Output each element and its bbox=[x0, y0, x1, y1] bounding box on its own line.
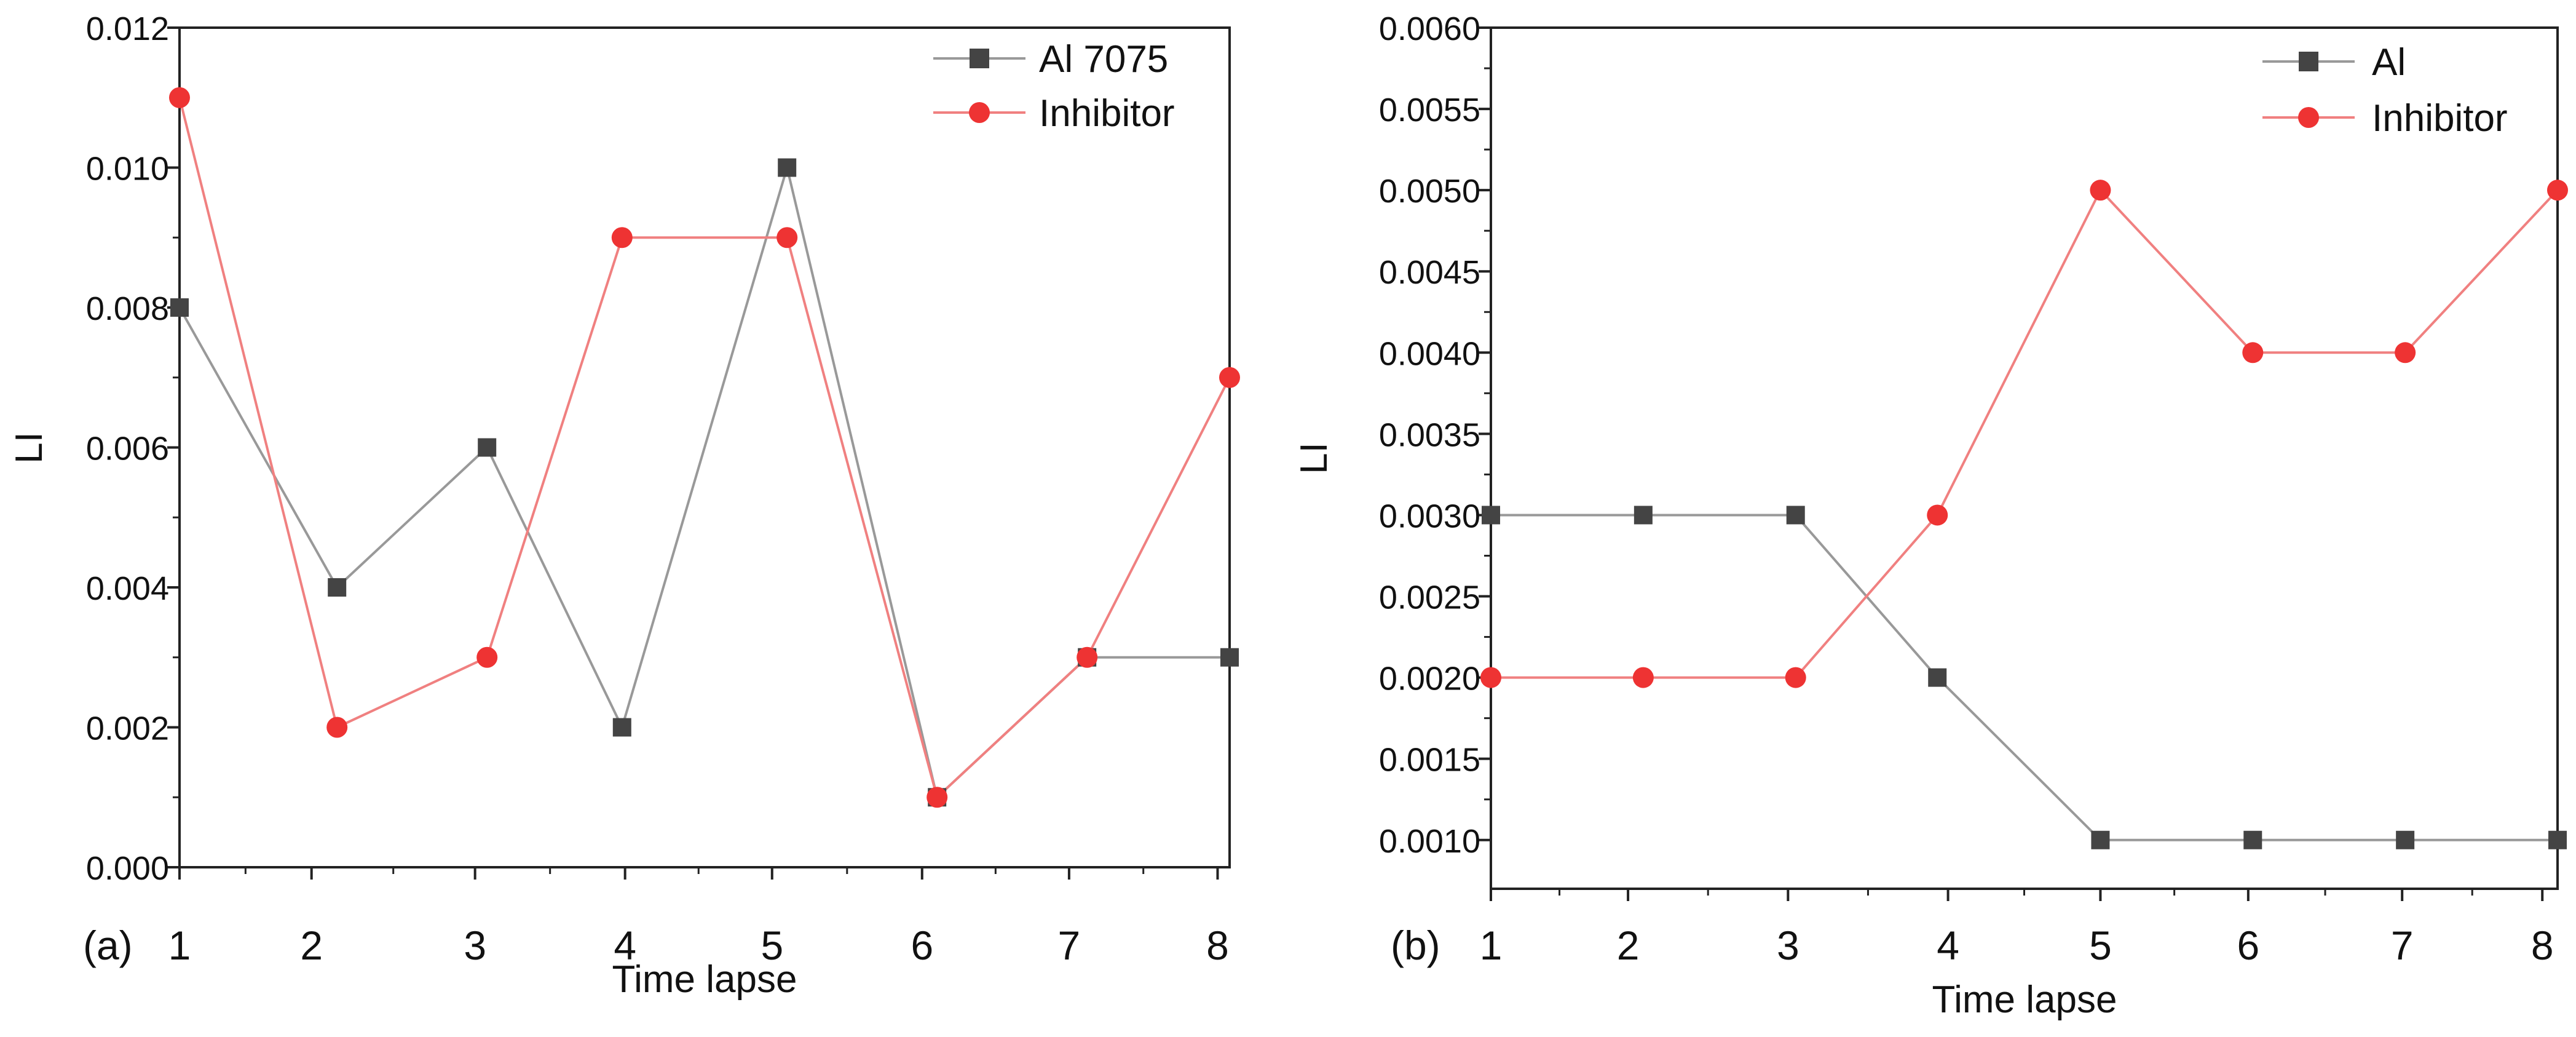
panel-a: 0.000 0.002 0.004 0.006 0.008 0.010 0.012 1 2 3 4 5… bbox=[8, 10, 1240, 1001]
data-point-al bbox=[1634, 506, 1653, 525]
y-tick-label: 0.006 bbox=[86, 431, 169, 467]
y-tick-label: 0.0040 bbox=[1379, 335, 1480, 372]
x-tick-label: 1 bbox=[1480, 923, 1503, 968]
data-point-al bbox=[2243, 830, 2262, 849]
y-tick-label: 0.0020 bbox=[1379, 661, 1480, 697]
data-point-inhibitor bbox=[1927, 504, 1948, 526]
plot-frame bbox=[1490, 26, 2559, 890]
data-point-inhibitor bbox=[476, 646, 498, 668]
y-tick-label: 0.0035 bbox=[1379, 416, 1480, 453]
y-tick-label: 0.0010 bbox=[1379, 823, 1480, 860]
y-tick-label: 0.012 bbox=[86, 10, 169, 47]
y-axis-label: LI bbox=[1293, 442, 1335, 474]
panel-label: (a) bbox=[83, 923, 133, 968]
x-tick-label: 4 bbox=[614, 923, 636, 968]
series-line-inhibitor bbox=[178, 97, 1231, 800]
series-line-al-7075 bbox=[178, 162, 1230, 800]
y-tick-label: 0.0060 bbox=[1379, 10, 1480, 47]
x-tick-label: 8 bbox=[2531, 923, 2554, 968]
data-point-al-7075 bbox=[478, 438, 497, 457]
x-tick-label: 7 bbox=[2391, 923, 2414, 968]
x-tick-label: 5 bbox=[761, 923, 783, 968]
x-tick-label: 1 bbox=[168, 923, 191, 968]
data-point-inhibitor bbox=[1632, 667, 1654, 688]
y-tick-label: 0.0055 bbox=[1379, 92, 1480, 129]
legend-label-al: Al bbox=[2372, 41, 2406, 84]
x-tick-label: 4 bbox=[1937, 923, 1959, 968]
legend-marker-al7075 bbox=[970, 49, 989, 68]
data-point-inhibitor bbox=[611, 227, 633, 248]
panel-b: 0.0010 0.0015 0.0020 0.0025 0.0030 0.0035 0.00… bbox=[1293, 10, 2568, 1021]
data-point-inhibitor bbox=[926, 787, 948, 808]
series-markers bbox=[1480, 180, 2568, 849]
data-point-al bbox=[2548, 830, 2567, 849]
x-tick-label: 8 bbox=[1206, 923, 1229, 968]
data-point-al bbox=[1928, 668, 1947, 687]
data-point-inhibitor bbox=[776, 227, 798, 248]
x-tick-label: 7 bbox=[1058, 923, 1081, 968]
legend-marker-inhibitor bbox=[969, 102, 990, 123]
legend-label-inhibitor: Inhibitor bbox=[1039, 92, 1175, 135]
legend-marker-inhibitor bbox=[2298, 107, 2319, 128]
data-point-al-7075 bbox=[612, 718, 631, 737]
axis-ticks: 0.000 0.002 0.004 0.006 0.008 0.010 0.012 1 2 3 4 5… bbox=[86, 10, 1229, 968]
y-tick-label: 0.002 bbox=[86, 710, 169, 747]
axis-ticks: 0.0010 0.0015 0.0020 0.0025 0.0030 0.0035 0.00… bbox=[1379, 10, 2554, 968]
data-point-al bbox=[2091, 830, 2110, 849]
data-point-al-7075 bbox=[1220, 648, 1239, 667]
data-point-inhibitor bbox=[326, 717, 348, 738]
y-tick-label: 0.0045 bbox=[1379, 254, 1480, 291]
data-point-inhibitor bbox=[1219, 367, 1240, 388]
y-tick-label: 0.0030 bbox=[1379, 498, 1480, 534]
data-point-inhibitor bbox=[2547, 180, 2568, 201]
legend-label-inhibitor: Inhibitor bbox=[2372, 97, 2508, 140]
series-line-inhibitor bbox=[1491, 188, 2559, 679]
data-point-inhibitor bbox=[2090, 180, 2111, 201]
legend-marker-al bbox=[2299, 52, 2318, 71]
legend-label-al7075: Al 7075 bbox=[1039, 38, 1168, 81]
y-tick-label: 0.0015 bbox=[1379, 742, 1480, 779]
data-point-inhibitor bbox=[1480, 667, 1501, 688]
data-point-al bbox=[1482, 506, 1500, 525]
x-axis-label: Time lapse bbox=[1932, 979, 2117, 1021]
panel-label: (b) bbox=[1391, 923, 1440, 968]
y-axis-label: LI bbox=[8, 432, 50, 464]
data-point-inhibitor bbox=[2242, 342, 2264, 364]
x-tick-label: 2 bbox=[1617, 923, 1640, 968]
x-tick-label: 6 bbox=[2237, 923, 2259, 968]
y-tick-label: 0.000 bbox=[86, 850, 169, 887]
x-tick-label: 2 bbox=[300, 923, 323, 968]
data-point-inhibitor bbox=[169, 87, 190, 108]
series-lines bbox=[178, 97, 1231, 800]
x-tick-label: 6 bbox=[911, 923, 933, 968]
data-point-inhibitor bbox=[1077, 646, 1098, 668]
y-tick-label: 0.0025 bbox=[1379, 579, 1480, 616]
series-markers bbox=[169, 87, 1240, 808]
x-tick-label: 3 bbox=[1777, 923, 1800, 968]
data-point-inhibitor bbox=[2395, 342, 2416, 364]
y-tick-label: 0.0050 bbox=[1379, 173, 1480, 210]
data-point-al-7075 bbox=[170, 298, 189, 317]
data-point-al-7075 bbox=[778, 158, 797, 177]
data-point-al bbox=[1786, 506, 1805, 525]
y-tick-label: 0.004 bbox=[86, 570, 169, 607]
series-lines bbox=[1491, 188, 2559, 841]
x-axis-label: Time lapse bbox=[612, 958, 797, 1001]
series-line-al bbox=[1491, 514, 2558, 841]
data-point-inhibitor bbox=[1785, 667, 1806, 688]
x-tick-label: 3 bbox=[464, 923, 486, 968]
y-tick-label: 0.010 bbox=[86, 151, 169, 188]
legend: Al 7075 Inhibitor bbox=[933, 38, 1175, 135]
y-tick-label: 0.008 bbox=[86, 290, 169, 327]
data-point-al-7075 bbox=[328, 578, 347, 597]
x-tick-label: 5 bbox=[2089, 923, 2112, 968]
legend: Al Inhibitor bbox=[2262, 41, 2508, 140]
data-point-al bbox=[2396, 830, 2415, 849]
